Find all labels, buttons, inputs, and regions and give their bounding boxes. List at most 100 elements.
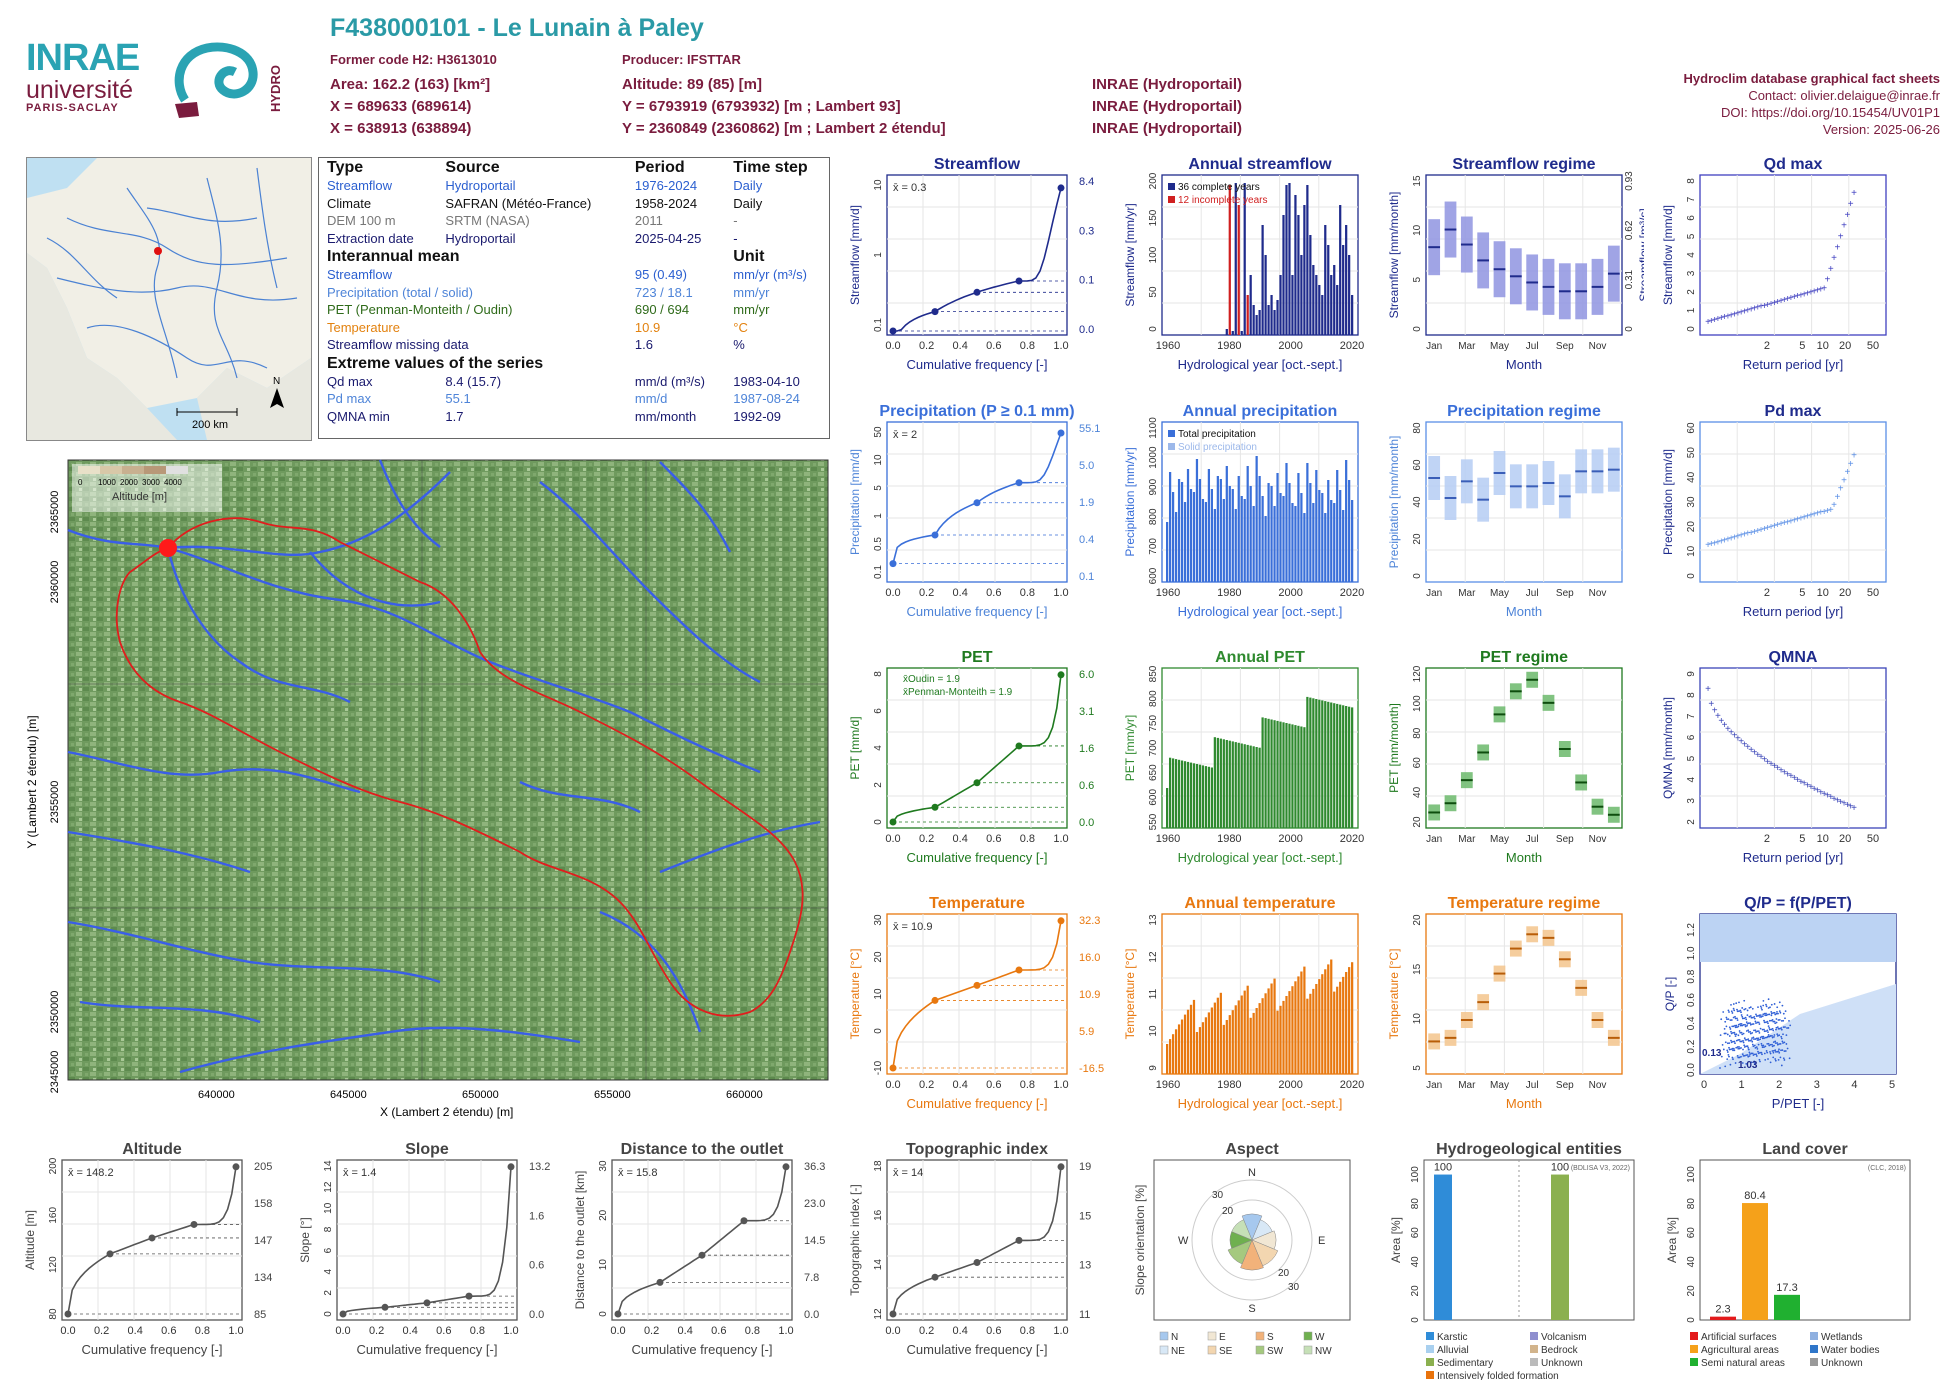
x-tick: Jul: [1526, 341, 1539, 352]
temperature-point: [1015, 966, 1023, 974]
annual_streamflow-bar: [1282, 215, 1285, 335]
annual_temperature-bar: [1171, 1034, 1175, 1074]
qp-point: [1778, 1048, 1780, 1051]
pd_max-point: +: [1732, 533, 1738, 544]
pet-point: [931, 803, 939, 811]
qp-point: [1770, 1012, 1773, 1015]
y-tick: 4: [323, 1268, 334, 1274]
legend-entry: Karstic: [1437, 1332, 1468, 1343]
x-axis-label: Hydrological year [oct.-sept.]: [1178, 604, 1343, 619]
annual_pet-bar: [1321, 700, 1324, 828]
streamflow-svg: Streamflow Cumulative frequency [-] Stream…: [848, 156, 1094, 372]
cell: 55.1: [445, 391, 471, 406]
annual_temperature-bar: [1237, 1000, 1240, 1074]
qmna-point: +: [1841, 798, 1847, 809]
annual_temperature-bar: [1243, 990, 1246, 1074]
y-tick: 20: [1410, 1285, 1421, 1297]
plot-frame: [886, 174, 1068, 336]
y-tick: 1.2: [1686, 923, 1697, 937]
qp-point: [1738, 1056, 1741, 1059]
legend-swatch: [1530, 1358, 1538, 1366]
qp-point: [1777, 1027, 1780, 1030]
y93-text: Y = 6793919 (6793932) [m ; Lambert 93]: [622, 98, 901, 115]
annual_streamflow-bar: [1342, 245, 1345, 335]
annual_precipitation-bar: [1279, 493, 1282, 582]
cell: -: [733, 213, 738, 228]
slope-point: [381, 1303, 389, 1311]
legend-swatch: [1426, 1358, 1434, 1366]
qp-point: [1772, 1029, 1775, 1032]
qp-point: [1773, 1035, 1775, 1038]
x-tick: 660000: [726, 1089, 763, 1101]
annual_precipitation-bar: [1174, 512, 1178, 582]
x-tick: 2020: [1340, 587, 1364, 599]
annual_precipitation-bar: [1258, 476, 1261, 582]
qp-point: [1746, 1014, 1749, 1016]
qp-point: [1726, 1042, 1729, 1045]
qp-point: [1721, 1044, 1724, 1046]
qp-point: [1749, 1022, 1752, 1024]
y-axis-label: Temperature [°C]: [848, 949, 862, 1040]
y-tick: 850: [1148, 665, 1159, 682]
annual_temperature-bar: [1166, 1044, 1169, 1074]
legend-swatch: [1255, 1331, 1265, 1341]
qd_max-point: +: [1775, 297, 1781, 308]
source-2: INRAE (Hydroportail): [1092, 98, 1242, 115]
qp-point: [1748, 1051, 1751, 1054]
legend-swatch: [1255, 1345, 1265, 1355]
y-tick: 20: [1686, 1285, 1697, 1297]
qp-point: [1734, 1026, 1737, 1029]
annual_precipitation-bar: [1333, 503, 1336, 582]
pd_max-point: +: [1848, 459, 1854, 470]
chart-title: Precipitation regime: [1447, 403, 1601, 420]
temperature-point: [889, 1064, 897, 1072]
qp-point: [1743, 1046, 1746, 1048]
qp-point: [1734, 1015, 1736, 1018]
y-tick: 100: [1686, 1166, 1697, 1183]
x-tick: May: [1490, 834, 1509, 845]
annual_pet-bar: [1180, 760, 1184, 828]
qp-point: [1731, 1056, 1734, 1059]
x-tick: 0.8: [1020, 587, 1035, 599]
y-tick: 0: [873, 819, 884, 825]
qp-point: [1780, 1027, 1783, 1029]
chart-title: Temperature: [929, 895, 1025, 912]
y-tick: 9: [1148, 1065, 1159, 1071]
pd_max-point: +: [1712, 538, 1718, 549]
x-tick: Nov: [1589, 1080, 1607, 1091]
annual_pet-bar: [1228, 740, 1231, 828]
qmna-point: +: [1851, 803, 1857, 814]
contact-text: Contact: olivier.delaigue@inrae.fr: [1748, 88, 1940, 103]
annual_pet-bar: [1267, 718, 1270, 828]
qp-point: [1752, 1054, 1755, 1056]
qp-point: [1728, 1042, 1731, 1045]
y-tick: 20: [1412, 533, 1423, 545]
y-tick: 10: [323, 1202, 334, 1214]
right-quantile-label: 158: [254, 1198, 272, 1210]
x-tick: 0.8: [1020, 1079, 1035, 1091]
annual_pet-bar: [1327, 701, 1330, 828]
qmna-point: +: [1712, 706, 1718, 717]
annual_precipitation-bar: [1255, 456, 1258, 582]
annual_streamflow-bar: [1252, 305, 1255, 335]
y-tick: 10: [1686, 545, 1697, 557]
annual_temperature-bar: [1321, 974, 1324, 1074]
pd_max-point: +: [1811, 510, 1817, 521]
annual_temperature-bar: [1291, 986, 1294, 1074]
annual_pet-bar: [1285, 723, 1288, 828]
annual_temperature-bar: [1198, 1027, 1202, 1074]
y-tick: 600: [1148, 789, 1159, 806]
qp-point: [1773, 1034, 1776, 1036]
y-axis-label: PET [mm/month]: [1387, 703, 1401, 793]
pd_max-point: +: [1818, 508, 1824, 519]
annual_pet-bar: [1186, 761, 1190, 828]
y-axis-label: Streamflow [mm/d]: [848, 205, 862, 305]
y-tick: 50: [1148, 286, 1159, 298]
right-quantile-label: 1.6: [529, 1210, 544, 1222]
precipitation-point: [973, 499, 981, 507]
right-quantile-label: 16.0: [1079, 952, 1100, 964]
annual_streamflow-bar: [1246, 295, 1249, 335]
qmna-point: +: [1831, 794, 1837, 805]
annual_pet-bar: [1198, 764, 1202, 828]
annual_streamflow-bar: [1264, 255, 1267, 335]
